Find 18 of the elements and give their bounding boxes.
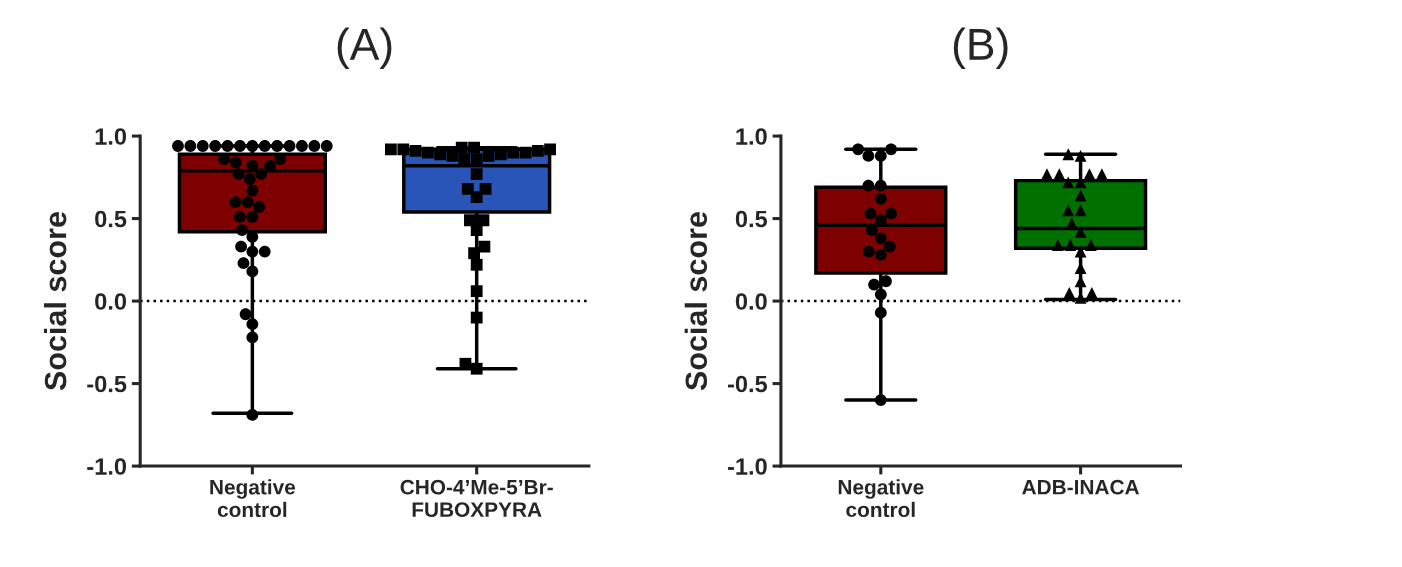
y-tick-label: 0.0	[735, 293, 767, 310]
x-tick-label: Negative control	[838, 479, 924, 518]
y-tick-label: 1.0	[736, 128, 767, 145]
y-tick-label: 0.5	[95, 210, 127, 228]
y-tick-label: 1.0	[95, 128, 127, 145]
y-axis-title: Social score	[684, 212, 708, 391]
y-tick-label: -1.0	[727, 458, 767, 475]
chart-title: (B)	[953, 27, 1008, 69]
x-tick-label: Negative control	[210, 479, 296, 518]
x-tick-label: CHO-4’Me-5’Br- FUBOXPYRA	[400, 479, 553, 518]
y-tick-label: -1.0	[87, 458, 127, 475]
y-tick-label: -0.5	[727, 375, 768, 393]
chart-title: (A)	[337, 27, 392, 69]
y-axis-title: Social score	[43, 212, 67, 391]
x-tick-label: ADB-INACA	[1022, 479, 1140, 495]
y-tick-label: -0.5	[87, 375, 127, 393]
y-tick-label: 0.5	[735, 210, 768, 228]
y-tick-label: 0.0	[95, 293, 127, 310]
